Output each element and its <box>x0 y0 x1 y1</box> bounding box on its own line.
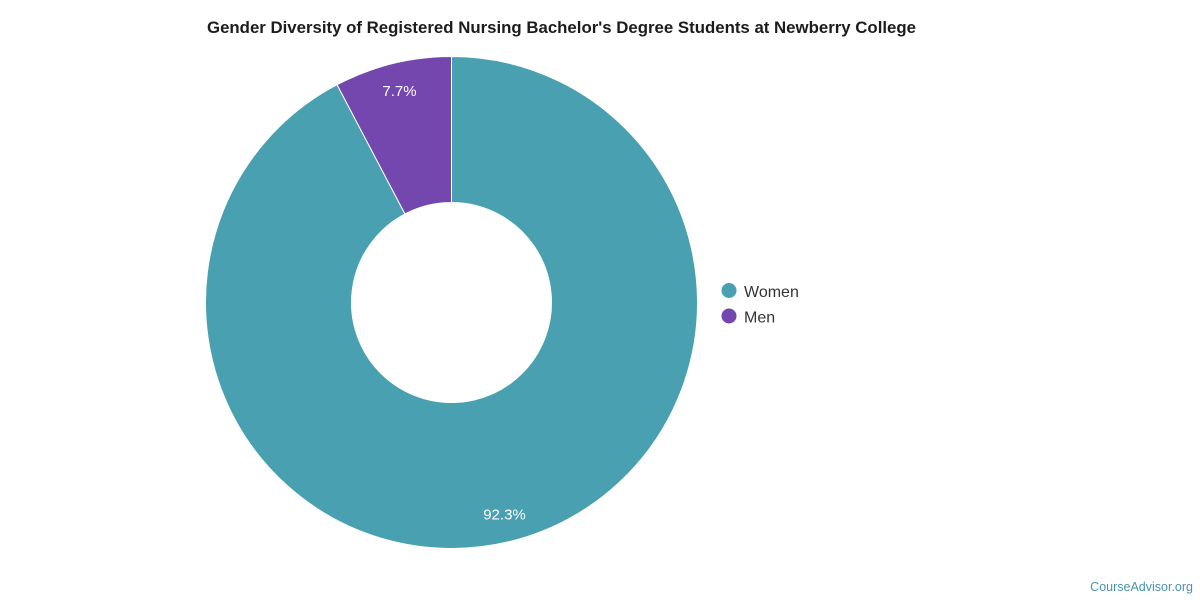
svg-text:CourseAdvisor.org: CourseAdvisor.org <box>1090 580 1193 594</box>
svg-text:Men: Men <box>744 309 775 326</box>
svg-text:Gender Diversity of Registered: Gender Diversity of Registered Nursing B… <box>207 18 916 37</box>
svg-text:92.3%: 92.3% <box>483 507 526 524</box>
svg-text:Women: Women <box>744 284 799 301</box>
svg-text:7.7%: 7.7% <box>382 83 416 100</box>
